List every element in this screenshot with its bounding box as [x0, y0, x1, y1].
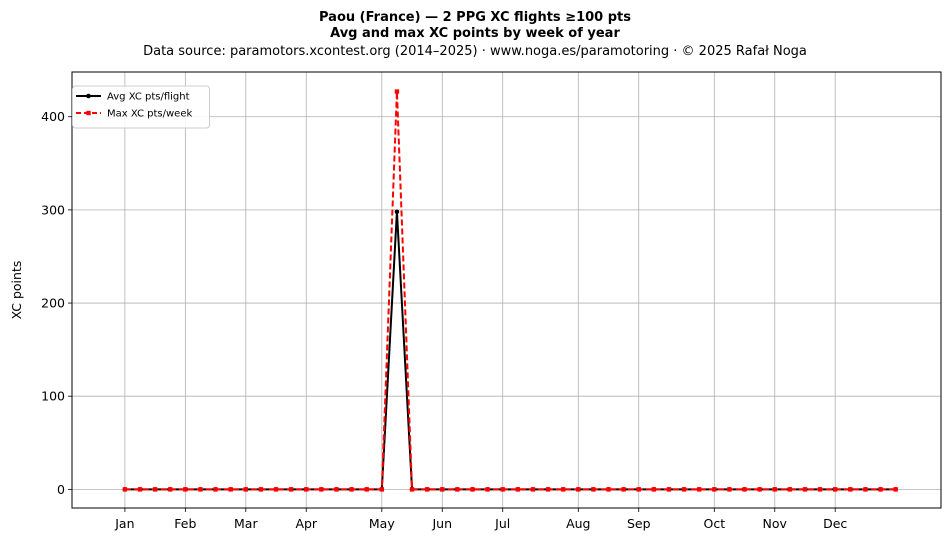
data-point	[787, 487, 793, 492]
x-tick-label: Dec	[823, 516, 847, 531]
x-tick-label: Nov	[763, 516, 788, 531]
data-point	[152, 487, 158, 492]
data-point	[349, 487, 354, 492]
data-point	[848, 487, 853, 492]
data-point	[440, 487, 445, 492]
data-point	[878, 487, 883, 492]
data-point	[636, 487, 641, 492]
data-point	[364, 487, 369, 492]
x-tick-label: Feb	[174, 516, 196, 531]
y-tick-label: 0	[57, 482, 65, 497]
legend-marker-1	[86, 110, 91, 116]
data-point	[243, 487, 248, 492]
data-point	[576, 487, 581, 492]
legend-label-0: Avg XC pts/flight	[107, 92, 190, 103]
data-point	[833, 487, 838, 492]
data-point	[258, 487, 264, 492]
data-point	[379, 487, 385, 492]
legend-box	[72, 85, 210, 129]
data-point	[666, 487, 672, 492]
data-point	[409, 487, 415, 492]
data-point	[606, 487, 611, 492]
data-point	[530, 487, 536, 492]
data-point	[802, 487, 808, 492]
x-tick-label: Aug	[566, 516, 590, 531]
x-tick-label: Jun	[432, 516, 453, 531]
legend-marker-0	[86, 93, 91, 99]
data-point	[485, 487, 490, 492]
data-point	[319, 487, 324, 492]
data-point	[198, 487, 203, 492]
data-point	[183, 487, 188, 492]
data-point	[863, 487, 868, 492]
data-point	[817, 487, 823, 492]
data-point	[757, 487, 762, 492]
x-tick-label: Apr	[295, 516, 317, 531]
data-point	[394, 89, 400, 94]
x-axis: Jan Feb Mar Apr May Jun Jul Aug Sep Oct Nov Dec	[114, 508, 847, 531]
data-point	[455, 487, 460, 492]
data-point	[424, 487, 430, 492]
data-point	[515, 487, 521, 492]
data-point	[560, 487, 566, 492]
chart-subtitle: Avg and max XC points by week of year	[330, 26, 620, 41]
data-point	[273, 487, 279, 492]
chart-source: Data source: paramotors.xcontest.org (20…	[143, 44, 807, 59]
y-tick-label: 200	[41, 296, 65, 311]
legend-label-1: Max XC pts/week	[107, 109, 192, 120]
y-axis: 0 100 200 300 400	[41, 109, 72, 497]
chart-title: Paou (France) — 2 PPG XC flights ≥100 pt…	[319, 10, 631, 25]
series-line-1	[124, 90, 896, 491]
series-layer	[122, 89, 898, 492]
y-tick-label: 300	[41, 202, 65, 217]
data-point	[545, 487, 551, 492]
series-line-0	[124, 210, 896, 491]
grid	[72, 72, 941, 508]
x-tick-label: Jan	[114, 516, 134, 531]
data-point	[651, 487, 657, 492]
y-tick-label: 400	[41, 109, 65, 124]
x-tick-label: Jul	[494, 516, 510, 531]
data-point	[500, 487, 505, 492]
x-tick-label: Sep	[627, 516, 651, 531]
plot-frame	[71, 71, 942, 509]
data-point	[893, 487, 898, 492]
x-tick-label: Oct	[703, 516, 725, 531]
data-point	[727, 487, 732, 492]
y-tick-label: 100	[41, 389, 65, 404]
data-point	[394, 209, 400, 215]
data-point	[304, 487, 309, 492]
data-point	[228, 487, 233, 492]
data-point	[334, 487, 339, 492]
data-point	[470, 487, 475, 492]
y-axis-label: XC points	[9, 261, 24, 320]
data-point	[122, 487, 128, 492]
data-point	[681, 487, 687, 492]
x-tick-label: Mar	[234, 516, 258, 531]
data-point	[621, 487, 626, 492]
data-point	[213, 487, 218, 492]
data-point	[168, 487, 173, 492]
data-point	[712, 487, 717, 492]
data-point	[742, 487, 747, 492]
data-point	[137, 487, 143, 492]
data-point	[772, 487, 777, 492]
data-point	[288, 487, 294, 492]
data-point	[696, 487, 702, 492]
legend: Avg XC pts/flight Max XC pts/week	[72, 85, 210, 129]
x-tick-label: May	[369, 516, 395, 531]
data-point	[591, 487, 596, 492]
